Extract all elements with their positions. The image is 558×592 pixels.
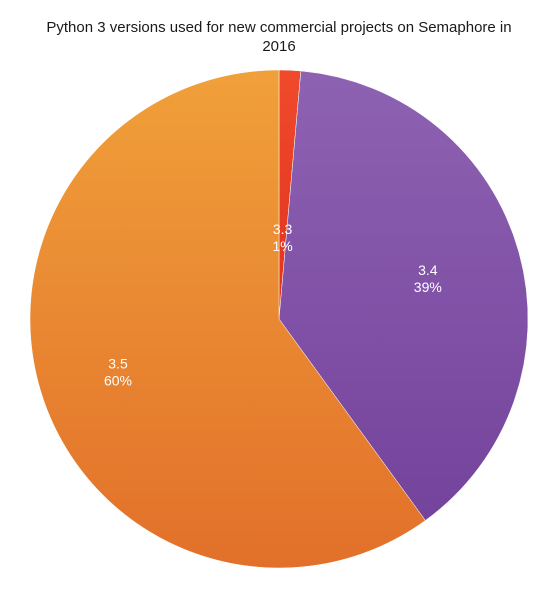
chart-title-line-2: 2016 <box>262 38 296 55</box>
slice-percent-3-5: 60% <box>104 372 132 388</box>
pie-slice-3-4 <box>278 70 529 521</box>
slice-label-3-3: 3.3 <box>273 221 293 237</box>
slice-label-3-5: 3.5 <box>108 355 128 371</box>
slice-percent-3-3: 1% <box>272 238 292 254</box>
pie-labels: 3.31% 3.439% 3.560% <box>104 221 442 388</box>
pie-slice-3-5 <box>29 69 426 569</box>
chart-title-line-1: Python 3 versions used for new commercia… <box>46 19 512 36</box>
pie-slices <box>29 69 529 569</box>
chart-title: Python 3 versions used for new commercia… <box>0 18 558 56</box>
slice-label-3-4: 3.4 <box>418 262 438 278</box>
slice-percent-3-4: 39% <box>414 279 442 295</box>
